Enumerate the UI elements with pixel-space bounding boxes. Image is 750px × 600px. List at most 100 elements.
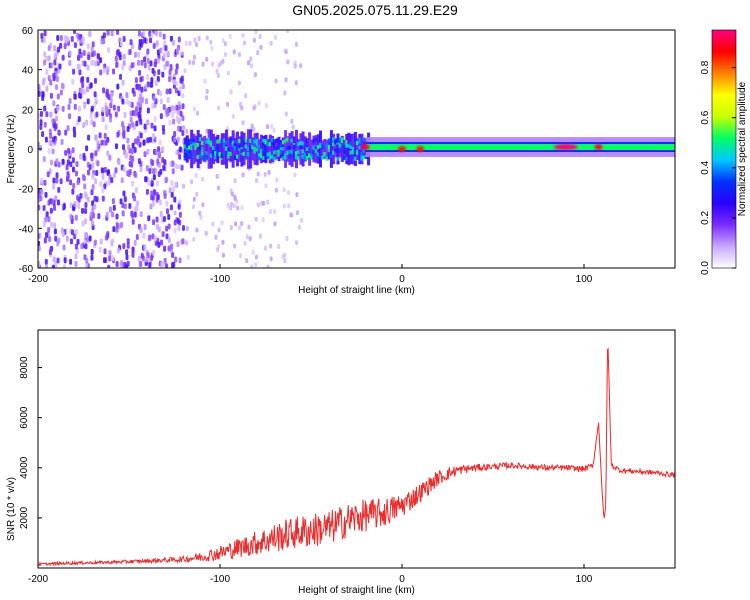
heatmap-cell — [169, 63, 173, 70]
heatmap-cell — [284, 77, 288, 83]
heatmap-cell — [43, 30, 47, 37]
heatmap-cell — [105, 211, 109, 218]
heatmap-cell — [229, 205, 233, 211]
heatmap-cell — [268, 134, 272, 164]
heatmap-cell — [118, 54, 122, 61]
y-tick-label: 2000 — [19, 506, 30, 529]
heatmap-cell — [250, 264, 254, 268]
heatmap-cell — [63, 264, 67, 268]
heatmap-cell — [106, 46, 110, 53]
heatmap-cell — [314, 146, 318, 151]
heatmap-cell — [166, 96, 170, 103]
heatmap-cell — [266, 199, 270, 205]
heatmap-cell — [329, 130, 333, 168]
heatmap-cell — [238, 144, 242, 149]
heatmap-cell — [71, 78, 75, 85]
heatmap-cell — [114, 143, 118, 150]
heatmap-cell — [44, 216, 48, 223]
heatmap-cell — [168, 187, 172, 194]
heatmap-cell — [146, 73, 150, 80]
heatmap-cell — [131, 180, 135, 187]
heatmap-cell — [308, 149, 312, 154]
heatmap-cell — [264, 134, 268, 164]
heatmap-cell — [143, 62, 147, 69]
heatmap-cell — [81, 36, 85, 43]
heatmap-cell — [90, 189, 94, 196]
heatmap-cell — [192, 141, 196, 146]
heatmap-cell — [71, 188, 75, 195]
heatmap-cell — [229, 201, 233, 207]
heatmap-cell — [297, 149, 301, 154]
heatmap-cell — [116, 83, 120, 90]
heatmap-cell — [169, 204, 173, 211]
heatmap-cell — [216, 148, 220, 153]
heatmap-cell — [177, 101, 181, 107]
heatmap-cell — [187, 148, 191, 153]
heatmap-cell — [245, 234, 249, 240]
heatmap-cell — [143, 224, 147, 231]
heatmap-cell — [129, 116, 133, 123]
heatmap-cell — [229, 151, 233, 156]
heatmap-cell — [115, 260, 119, 267]
heatmap-cell — [139, 227, 143, 234]
heatmap-cell — [67, 104, 71, 111]
heatmap-cell — [130, 212, 134, 219]
heatmap-cell — [42, 155, 46, 162]
heatmap-cell — [49, 221, 53, 228]
heatmap-cell — [165, 60, 169, 67]
heatmap-cell — [177, 125, 181, 132]
heatmap-cell — [167, 76, 171, 83]
heatmap-cell — [147, 179, 151, 186]
heatmap-cell — [147, 215, 151, 222]
heatmap-cell — [88, 235, 92, 242]
heatmap-cell — [107, 264, 111, 268]
heatmap-cell — [158, 151, 162, 158]
heatmap-cell — [155, 216, 159, 223]
heatmap-cell — [165, 107, 169, 114]
heatmap-cell — [325, 153, 329, 158]
heatmap-cell — [174, 256, 178, 263]
heatmap-cell — [241, 172, 245, 178]
heatmap-cell — [266, 140, 270, 145]
heatmap-cell — [205, 95, 209, 101]
heatmap-cell — [290, 149, 294, 154]
heatmap-cell — [295, 210, 299, 216]
heatmap-cell — [329, 143, 333, 148]
heatmap-cell — [143, 151, 147, 158]
heatmap-cell — [53, 228, 57, 235]
heatmap-cell — [275, 146, 279, 151]
heatmap-cell — [146, 137, 150, 144]
heatmap-cell — [269, 243, 273, 249]
heatmap-cell — [38, 83, 41, 90]
heatmap-cell — [345, 139, 349, 144]
heatmap-cell — [297, 155, 301, 160]
heatmap-cell — [52, 256, 56, 263]
heatmap-cell — [166, 50, 170, 57]
heatmap-cell — [290, 138, 294, 143]
heatmap-cell — [146, 148, 150, 155]
heatmap-cell — [240, 205, 244, 211]
heatmap-cell — [303, 152, 307, 157]
heatmap-cell — [284, 155, 288, 160]
heatmap-cell — [325, 139, 329, 159]
heatmap-cell — [270, 154, 274, 159]
heatmap-cell — [226, 202, 230, 208]
heatmap-cell — [321, 143, 325, 148]
heatmap-cell — [170, 180, 174, 187]
heatmap-cell — [291, 124, 295, 130]
heatmap-cell — [47, 147, 51, 154]
heatmap-cell — [288, 154, 292, 159]
heatmap-cell — [283, 258, 287, 264]
heatmap-cell — [104, 139, 108, 146]
heatmap-cell — [229, 139, 233, 144]
heatmap-cell — [243, 40, 247, 46]
x-axis-label: Height of straight line (km) — [298, 585, 415, 596]
heatmap-cell — [75, 161, 79, 168]
heatmap-cell — [229, 136, 233, 162]
colorbar-tick-label: 0.6 — [700, 110, 711, 124]
heatmap-cell — [229, 89, 233, 95]
heatmap-cell — [255, 178, 259, 184]
heatmap-cell — [79, 153, 83, 160]
heatmap-cell — [80, 87, 84, 94]
heatmap-cell — [222, 133, 226, 165]
